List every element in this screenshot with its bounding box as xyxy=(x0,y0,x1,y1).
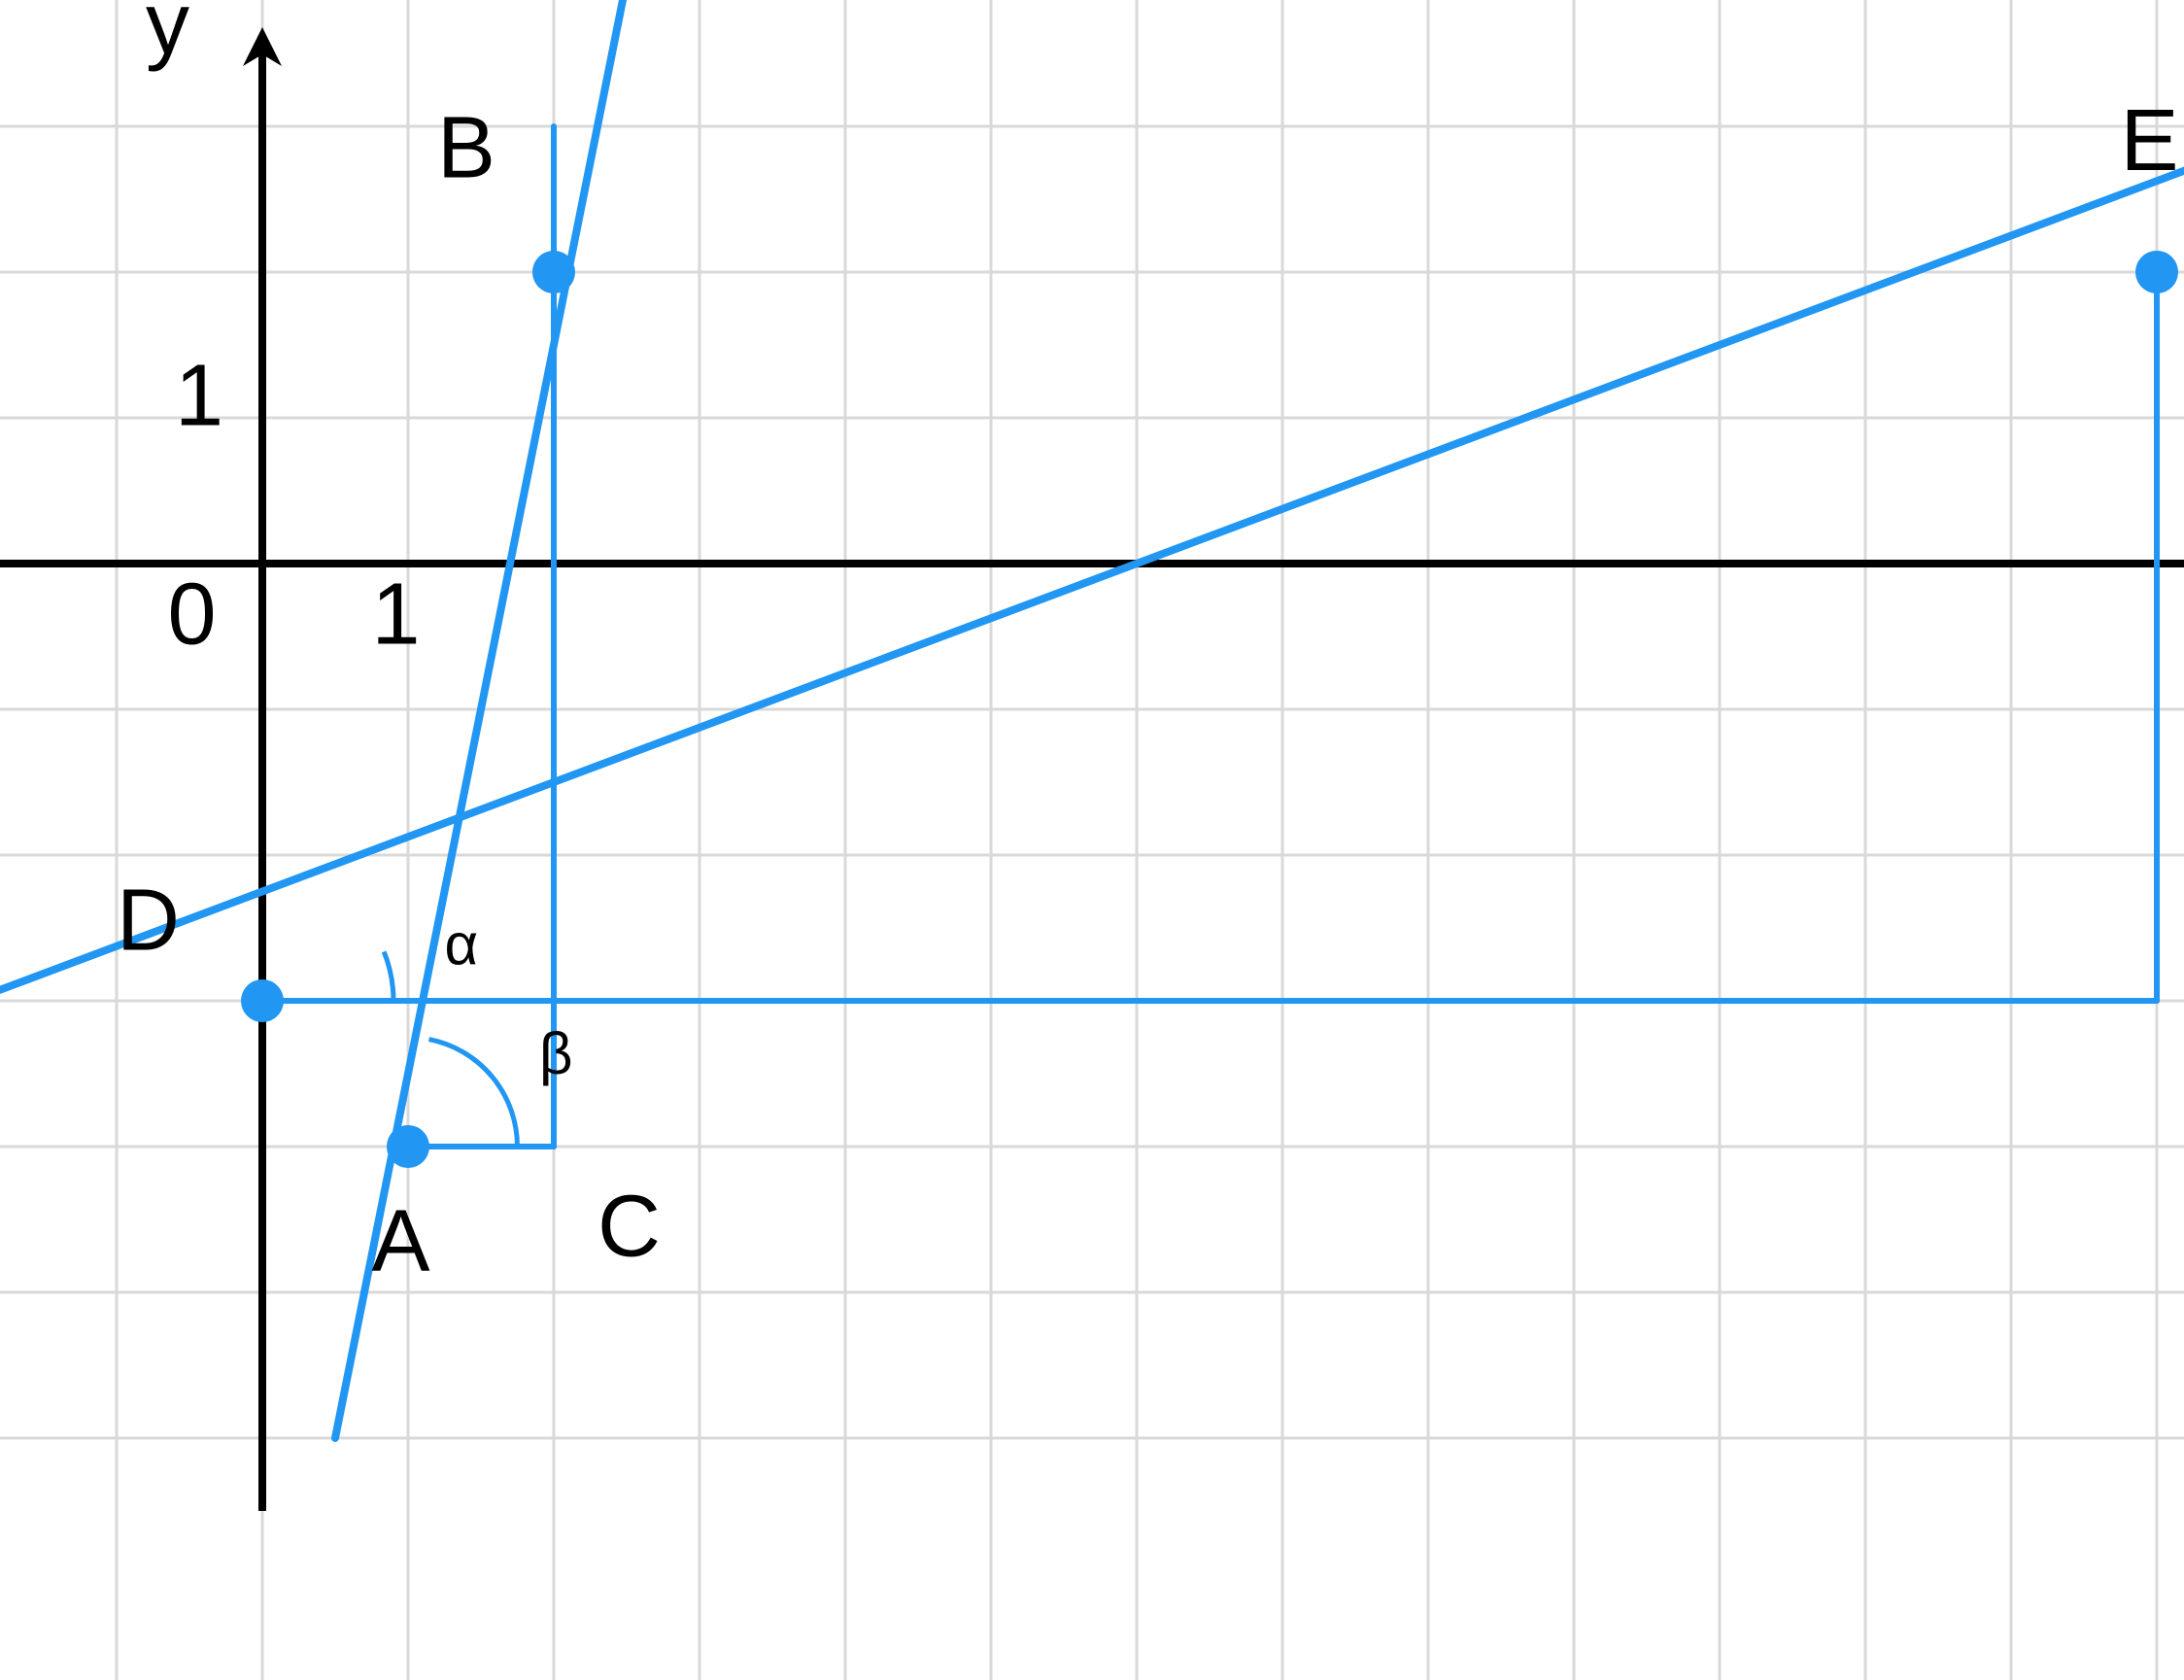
origin-label: 0 xyxy=(168,566,217,664)
background xyxy=(0,0,2184,1680)
label-C: C xyxy=(597,1179,661,1276)
y-axis-label: y xyxy=(146,0,189,73)
tick-1-x: 1 xyxy=(372,566,421,664)
point-A xyxy=(387,1125,429,1168)
angle-label-alpha: α xyxy=(445,912,479,977)
point-label-D: D xyxy=(117,873,180,970)
coordinate-chart: xy110αβABDECF xyxy=(0,0,2184,1680)
point-E xyxy=(2135,251,2178,293)
angle-label-beta: β xyxy=(539,1021,573,1086)
point-label-E: E xyxy=(2121,92,2179,189)
point-label-B: B xyxy=(437,100,495,197)
tick-1-y: 1 xyxy=(175,348,223,445)
point-B xyxy=(532,251,575,293)
point-label-A: A xyxy=(372,1193,430,1290)
chart-container: xy110αβABDECF xyxy=(0,0,2184,1680)
point-D xyxy=(241,979,284,1022)
